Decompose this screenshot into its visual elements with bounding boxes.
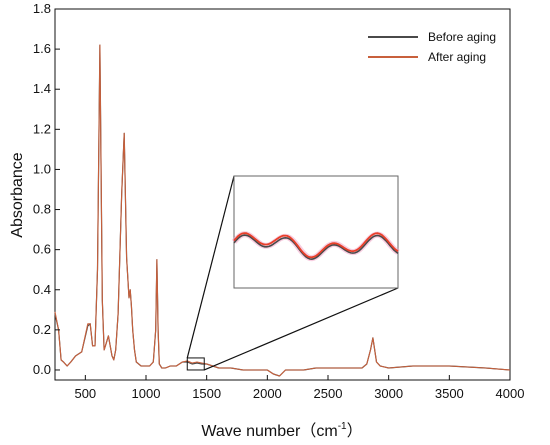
series-line-after-aging bbox=[54, 44, 511, 377]
y-tick-label: 0.0 bbox=[33, 362, 51, 377]
x-tick-label: 1500 bbox=[192, 386, 221, 401]
x-axis-title-text: Wave number bbox=[201, 423, 301, 440]
zoom-connector-top bbox=[186, 175, 235, 359]
y-axis-ticks: 0.0 0.2 0.4 0.6 0.8 1.0 1.2 1.4 1.6 1.8 bbox=[33, 1, 60, 377]
inset-line-after-aging bbox=[233, 232, 399, 259]
y-tick-label: 1.6 bbox=[33, 41, 51, 56]
x-tick-label: 1000 bbox=[132, 386, 161, 401]
x-axis-title: Wave number（cm-1） bbox=[201, 421, 362, 440]
inset-line-before-aging bbox=[233, 234, 399, 261]
x-tick-label: 4000 bbox=[496, 386, 525, 401]
y-tick-label: 0.4 bbox=[33, 282, 51, 297]
y-tick-label: 0.2 bbox=[33, 322, 51, 337]
legend-label-before-aging: Before aging bbox=[428, 30, 496, 44]
series-layer bbox=[54, 44, 511, 377]
inset-frame bbox=[233, 175, 399, 289]
zoom-region-box bbox=[186, 357, 205, 371]
y-tick-label: 0.6 bbox=[33, 242, 51, 257]
x-tick-label: 3000 bbox=[374, 386, 403, 401]
plot-frame bbox=[54, 8, 511, 381]
x-axis-unit-close: ） bbox=[347, 422, 363, 440]
inset-layer bbox=[186, 175, 400, 371]
x-tick-label: 3500 bbox=[435, 386, 464, 401]
y-axis-title: Absorbance bbox=[9, 152, 26, 237]
y-tick-label: 1.2 bbox=[33, 121, 51, 136]
zoom-connector-bottom bbox=[204, 287, 399, 371]
x-axis-ticks: 500 1000 1500 2000 2500 3000 3500 4000 bbox=[74, 375, 524, 401]
x-tick-label: 500 bbox=[74, 386, 96, 401]
y-tick-label: 1.0 bbox=[33, 161, 51, 176]
y-tick-label: 1.4 bbox=[33, 81, 51, 96]
legend-label-after-aging: After aging bbox=[428, 50, 486, 64]
x-axis-unit-exponent: -1 bbox=[338, 421, 347, 432]
x-axis-unit-open: （ bbox=[300, 422, 316, 440]
x-tick-label: 2500 bbox=[314, 386, 343, 401]
y-tick-label: 1.8 bbox=[33, 1, 51, 16]
y-tick-label: 0.8 bbox=[33, 202, 51, 217]
x-tick-label: 2000 bbox=[253, 386, 282, 401]
legend: Before aging After aging bbox=[368, 30, 496, 64]
x-axis-unit: cm bbox=[316, 423, 337, 440]
